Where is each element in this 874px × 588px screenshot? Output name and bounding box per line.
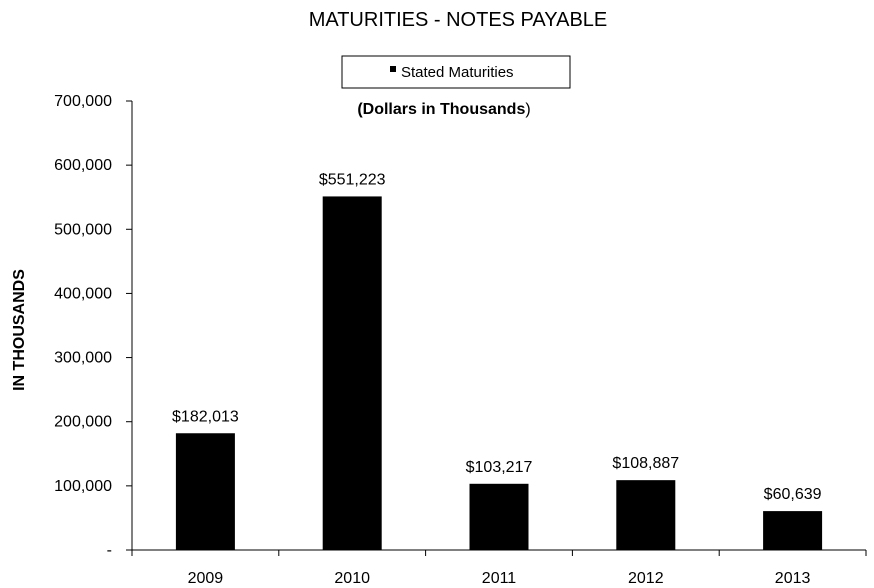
x-tick-label-2011: 2011 <box>482 570 517 587</box>
chart-subtitle: (Dollars in Thousands) <box>357 101 530 118</box>
y-tick-label: 600,000 <box>54 157 112 174</box>
y-tick-label: - <box>107 542 112 559</box>
x-tick-label-2009: 2009 <box>188 570 224 587</box>
data-label-2011: $103,217 <box>466 459 533 476</box>
data-label-2010: $551,223 <box>319 171 386 188</box>
y-tick-label: 300,000 <box>54 350 112 367</box>
bar-2013 <box>763 511 823 550</box>
chart-subtitle-main: (Dollars in Thousands <box>357 101 525 118</box>
y-tick-label: 200,000 <box>54 414 112 431</box>
chart-subtitle-tail: ) <box>525 101 530 118</box>
chart-title: MATURITIES - NOTES PAYABLE <box>309 9 608 31</box>
bars <box>175 196 823 551</box>
y-axis: - 100,000 200,000 300,000 400,000 500,000 600,… <box>54 93 133 559</box>
data-label-2013: $60,639 <box>764 486 822 503</box>
data-label-2012: $108,887 <box>612 455 679 472</box>
legend-label-stated-maturities: Stated Maturities <box>401 64 514 81</box>
legend: Stated Maturities <box>341 55 571 89</box>
bar-2009 <box>175 433 235 550</box>
x-axis: 2009 2010 2011 2012 2013 <box>131 549 867 587</box>
bar-2011 <box>469 483 529 550</box>
x-tick-label-2012: 2012 <box>628 570 664 587</box>
y-axis-label: IN THOUSANDS <box>11 269 28 391</box>
y-tick-label: 400,000 <box>54 285 112 302</box>
x-tick-label-2010: 2010 <box>334 570 370 587</box>
y-tick-label: 500,000 <box>54 221 112 238</box>
bar-2012 <box>616 480 676 550</box>
legend-swatch-stated-maturities <box>390 66 396 72</box>
data-label-2009: $182,013 <box>172 408 239 425</box>
y-tick-label: 100,000 <box>54 478 112 495</box>
legend-box <box>341 55 571 89</box>
y-tick-label: 700,000 <box>54 93 112 110</box>
x-tick-label-2013: 2013 <box>775 570 811 587</box>
data-labels: $182,013 $551,223 $103,217 $108,887 $60,639 <box>172 171 822 503</box>
bar-2010 <box>322 196 382 551</box>
